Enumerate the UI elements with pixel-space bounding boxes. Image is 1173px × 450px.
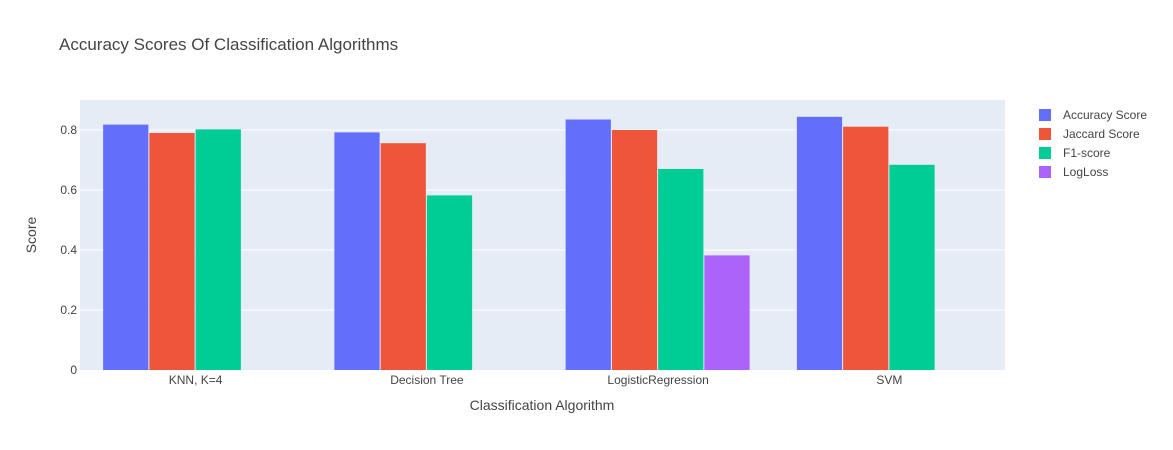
legend-swatch (1039, 109, 1051, 121)
bar[interactable] (149, 133, 195, 370)
legend-swatch (1039, 166, 1051, 178)
bar[interactable] (334, 132, 380, 370)
bar[interactable] (195, 129, 241, 370)
x-tick-label: Decision Tree (390, 373, 464, 387)
bar[interactable] (103, 124, 149, 370)
x-tick-labels: KNN, K=4 Decision Tree LogisticRegression S… (169, 373, 903, 387)
legend-swatch (1039, 147, 1051, 159)
legend[interactable]: Accuracy Score Jaccard Score F1-score LogLo… (1039, 108, 1147, 179)
y-tick-label: 0 (70, 363, 77, 377)
y-tick-label: 0.8 (60, 123, 77, 137)
bar[interactable] (889, 164, 935, 370)
legend-label: LogLoss (1063, 165, 1108, 179)
legend-item[interactable]: LogLoss (1039, 165, 1108, 179)
bar[interactable] (565, 119, 611, 371)
y-tick-label: 0.6 (60, 183, 77, 197)
bar[interactable] (658, 169, 704, 370)
chart-title: Accuracy Scores Of Classification Algori… (59, 35, 398, 54)
x-tick-label: KNN, K=4 (169, 373, 223, 387)
bar[interactable] (796, 116, 843, 370)
bar[interactable] (426, 195, 473, 370)
legend-swatch (1039, 128, 1051, 140)
bar[interactable] (611, 130, 658, 370)
legend-item[interactable]: Accuracy Score (1039, 108, 1147, 122)
legend-label: Accuracy Score (1063, 108, 1147, 122)
legend-item[interactable]: F1-score (1039, 146, 1111, 160)
y-tick-label: 0.2 (60, 303, 77, 317)
bars (103, 116, 935, 371)
bar[interactable] (380, 143, 426, 370)
bar[interactable] (843, 126, 889, 370)
x-tick-label: SVM (876, 373, 902, 387)
y-axis-title: Score (23, 217, 39, 254)
x-tick-label: LogisticRegression (607, 373, 708, 387)
legend-item[interactable]: Jaccard Score (1039, 127, 1140, 141)
y-tick-label: 0.4 (60, 243, 77, 257)
y-tick-labels: 0 0.2 0.4 0.6 0.8 (60, 123, 77, 377)
bar[interactable] (704, 255, 750, 370)
legend-label: Jaccard Score (1063, 127, 1140, 141)
x-axis-title: Classification Algorithm (470, 397, 615, 413)
legend-label: F1-score (1063, 146, 1111, 160)
